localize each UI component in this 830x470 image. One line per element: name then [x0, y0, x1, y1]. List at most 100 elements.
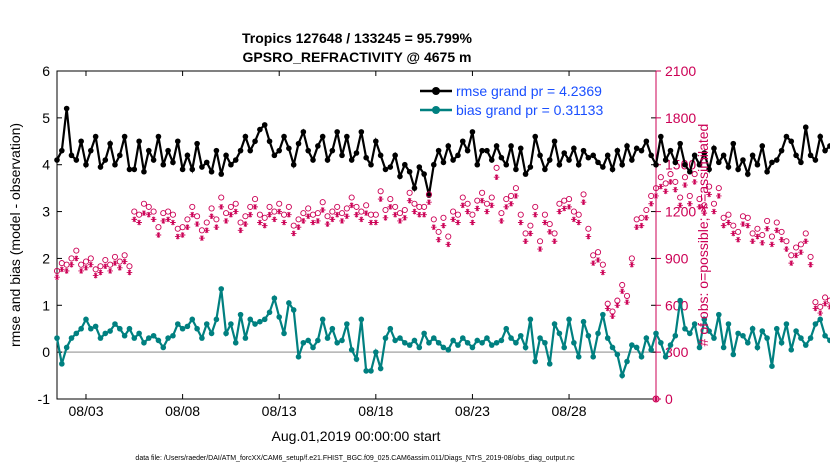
bias-point — [590, 354, 596, 360]
rmse-point — [353, 150, 360, 156]
bias-point — [812, 321, 819, 327]
rmse-point — [430, 161, 437, 168]
obs-assimilated-point — [310, 219, 316, 226]
series-rmse — [54, 105, 830, 198]
obs-assimilated-point — [793, 252, 799, 259]
bias-point — [696, 344, 703, 351]
obs-possible-point — [232, 200, 239, 207]
bias-point — [706, 328, 712, 334]
rmse-point — [73, 157, 80, 163]
obs-possible-point — [353, 203, 360, 210]
obs-possible-point — [503, 196, 510, 203]
obs-assimilated-point — [435, 236, 442, 243]
rmse-point — [68, 152, 75, 159]
obs-possible-point — [599, 261, 606, 268]
bias-point — [517, 332, 524, 339]
bias-point — [295, 354, 302, 360]
obs-possible-point — [145, 203, 152, 210]
rmse-point — [571, 145, 577, 152]
bias-point — [68, 335, 75, 341]
bias-point — [208, 330, 215, 337]
obs-possible-point — [194, 213, 201, 220]
obs-possible-point — [121, 252, 128, 259]
obs-possible-point — [189, 203, 196, 210]
rmse-point — [136, 138, 142, 145]
obs-possible-point — [348, 194, 355, 201]
obs-possible-point — [735, 228, 742, 235]
obs-assimilated-point — [68, 261, 75, 268]
obs-assimilated-point — [759, 240, 766, 246]
bias-point — [348, 347, 355, 353]
bias-point — [402, 339, 408, 346]
obs-possible-point — [411, 200, 418, 207]
obs-assimilated-point — [271, 216, 278, 223]
rmse-point — [252, 138, 258, 145]
bias-point — [522, 344, 529, 351]
bias-point — [464, 339, 471, 346]
bias-point — [112, 321, 118, 327]
bias-point — [450, 337, 456, 344]
bias-point — [527, 316, 534, 323]
obs-assimilated-point — [556, 208, 563, 215]
obs-zero-count-star — [653, 396, 659, 402]
obs-possible-point — [266, 203, 273, 210]
rmse-point — [633, 145, 640, 152]
obs-possible-point — [793, 244, 800, 251]
obs-assimilated-point — [522, 238, 529, 245]
bias-point — [513, 339, 519, 346]
obs-assimilated-point — [653, 193, 659, 199]
obs-possible-point — [483, 200, 490, 207]
obs-assimilated-point — [358, 216, 365, 223]
obs-possible-point — [706, 183, 713, 190]
rmse-point — [532, 133, 539, 140]
rmse-point — [812, 157, 819, 163]
obs-possible-point — [78, 261, 85, 268]
obs-possible-point — [768, 233, 775, 240]
rmse-point — [527, 164, 534, 170]
rmse-point — [450, 157, 456, 163]
rmse-point — [286, 145, 292, 152]
rmse-point — [334, 129, 340, 135]
obs-possible-point — [691, 171, 698, 178]
bias-point — [435, 339, 442, 346]
bias-point — [184, 323, 191, 330]
legend: rmse grand pr = 4.2369 bias grand pr = 0… — [420, 83, 603, 118]
obs-possible-point — [425, 191, 433, 198]
obs-assimilated-point — [783, 246, 790, 252]
obs-possible-point — [797, 241, 804, 248]
rmse-point — [542, 166, 548, 173]
obs-assimilated-point — [324, 221, 331, 227]
obs-possible-point — [218, 194, 225, 201]
obs-assimilated-point — [498, 218, 505, 224]
obs-assimilated-point — [199, 235, 205, 241]
rmse-point — [440, 159, 447, 166]
obs-possible-point — [822, 294, 829, 301]
data-file-footnote: data file: /Users/raeder/DAI/ATM_forcXX/… — [135, 455, 575, 462]
rmse-point — [759, 143, 766, 149]
bias-point — [189, 316, 196, 323]
rmse-point — [682, 161, 688, 168]
obs-possible-point — [208, 205, 215, 212]
bias-point — [121, 332, 128, 339]
rmse-point — [716, 159, 722, 166]
obs-assimilated-point — [493, 174, 500, 181]
rmse-point — [643, 138, 650, 145]
bias-point — [740, 332, 746, 339]
obs-assimilated-point — [479, 197, 485, 204]
bias-point — [223, 330, 229, 337]
obs-possible-point — [334, 203, 341, 210]
obs-possible-point — [338, 210, 346, 217]
bias-point — [479, 339, 485, 346]
y-right-tick-label: 600 — [665, 297, 689, 313]
obs-possible-point — [773, 219, 780, 226]
rmse-point — [566, 157, 572, 163]
rmse-point — [827, 143, 830, 149]
obs-possible-point — [590, 252, 597, 259]
bias-point — [537, 335, 543, 341]
rmse-point — [344, 133, 350, 140]
legend-bias-label: bias grand pr = 0.31133 — [456, 102, 603, 118]
obs-possible-point — [314, 210, 321, 217]
obs-possible-point — [730, 222, 737, 229]
bias-point — [793, 328, 799, 334]
obs-assimilated-point — [102, 263, 109, 270]
